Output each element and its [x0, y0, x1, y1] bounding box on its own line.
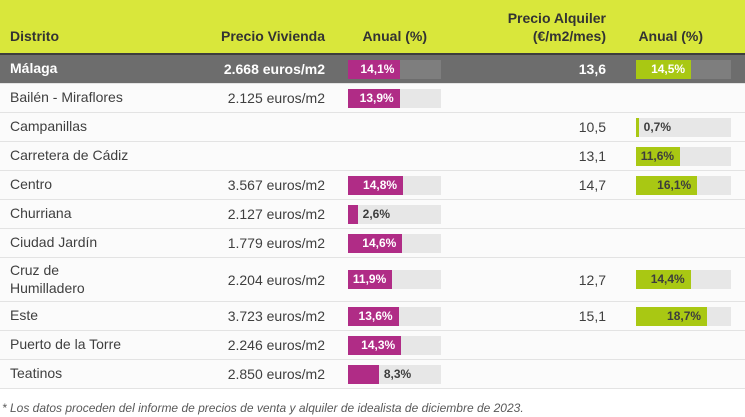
housing-price-value: 2.668 euros/m2: [223, 61, 325, 77]
housing-annual-bar-track: 11,9%: [348, 270, 441, 289]
rent-annual-bar: 11,6%: [636, 146, 681, 166]
housing-annual-bar-track: 14,6%: [348, 233, 441, 253]
housing-annual-bar: 14,3%: [348, 335, 402, 355]
bar-value-label: 11,9%: [352, 272, 387, 286]
housing-price-value: 2.246 euros/m2: [227, 337, 325, 353]
column-header-housing-price: Precio Vivienda: [220, 27, 325, 44]
rent-annual-bar: 16,1%: [636, 175, 698, 195]
bar-value-label: 2,6%: [362, 206, 391, 221]
bar-value-label: 14,3%: [361, 337, 396, 352]
housing-price-value: 2.204 euros/m2: [227, 271, 325, 288]
rent-price-value: 15,1: [578, 308, 606, 324]
table-row: Churriana 2.127 euros/m2 2,6%: [0, 200, 745, 229]
district-name: Ciudad Jardín: [10, 234, 98, 251]
table-row: Puerto de la Torre 2.246 euros/m2 14,3%: [0, 331, 745, 360]
bar-value-label: 14,8%: [363, 177, 398, 192]
column-header-housing-annual: Anual (%): [362, 27, 427, 44]
housing-annual-bar-track: 14,8%: [348, 175, 441, 195]
column-header-rent-price: Precio Alquiler (€/m2/mes): [507, 9, 606, 44]
table-body: Málaga 2.668 euros/m2 14,1% 13,6 14,5% B…: [0, 55, 745, 389]
housing-price-value: 2.850 euros/m2: [227, 366, 325, 382]
bar-value-label: 13,6%: [358, 308, 393, 323]
district-name: Puerto de la Torre: [10, 336, 122, 353]
bar-value-label: 8,3%: [383, 366, 412, 381]
housing-price-value: 3.567 euros/m2: [227, 177, 325, 193]
housing-price-value: 1.779 euros/m2: [227, 235, 325, 251]
housing-price-value: 3.723 euros/m2: [227, 308, 325, 324]
rent-annual-bar-track: 0,7%: [636, 117, 731, 137]
housing-annual-bar-track: 14,3%: [348, 335, 441, 355]
housing-annual-bar-track: 14,1%: [348, 59, 441, 79]
table-row: Cruz de Humilladero 2.204 euros/m2 11,9%…: [0, 258, 745, 302]
bar-value-label: 16,1%: [657, 177, 692, 192]
housing-annual-bar: 14,6%: [348, 233, 403, 253]
price-table: Distrito Precio Vivienda Anual (%) Preci…: [0, 0, 745, 389]
housing-annual-bar-track: 13,9%: [348, 88, 441, 108]
housing-annual-bar: 14,1%: [348, 59, 401, 79]
bar-value-label: 13,9%: [359, 90, 394, 105]
rent-annual-bar-track: 18,7%: [636, 306, 731, 326]
rent-annual-bar: 18,7%: [636, 306, 708, 326]
district-name: Teatinos: [10, 365, 63, 382]
rent-price-value: 14,7: [578, 177, 606, 193]
table-row: Teatinos 2.850 euros/m2 8,3%: [0, 360, 745, 389]
rent-annual-bar: 14,5%: [636, 59, 692, 79]
source-footnote: * Los datos proceden del informe de prec…: [2, 401, 524, 415]
bar-value-label: 18,7%: [667, 308, 702, 323]
column-header-rent-annual: Anual (%): [638, 27, 703, 44]
housing-annual-bar: 11,9%: [348, 270, 393, 289]
district-name: Churriana: [10, 205, 72, 222]
housing-annual-bar: [348, 204, 358, 224]
rent-price-value: 13,6: [578, 61, 606, 77]
rent-price-value: 13,1: [578, 148, 606, 164]
table-row: Centro 3.567 euros/m2 14,8% 14,7 16,1%: [0, 171, 745, 200]
table-header-row: Distrito Precio Vivienda Anual (%) Preci…: [0, 0, 745, 55]
housing-annual-bar: 14,8%: [348, 175, 404, 195]
table-row: Campanillas 10,5 0,7%: [0, 113, 745, 142]
housing-price-value: 2.125 euros/m2: [227, 90, 325, 106]
table-row: Ciudad Jardín 1.779 euros/m2 14,6%: [0, 229, 745, 258]
district-name: Carretera de Cádiz: [10, 147, 129, 164]
bar-value-label: 11,6%: [640, 148, 675, 163]
table-row: Este 3.723 euros/m2 13,6% 15,1 18,7%: [0, 302, 745, 331]
housing-annual-bar: 13,6%: [348, 306, 399, 326]
rent-annual-bar-track: 16,1%: [636, 175, 731, 195]
column-header-district: Distrito: [10, 27, 59, 44]
housing-annual-bar: 13,9%: [348, 88, 400, 108]
district-name: Cruz de Humilladero: [10, 262, 85, 296]
district-name: Este: [10, 307, 39, 324]
bar-value-label: 0,7%: [643, 119, 672, 134]
rent-annual-bar-track: 11,6%: [636, 146, 731, 166]
district-name: Campanillas: [10, 118, 88, 135]
housing-annual-bar: [348, 364, 379, 384]
rent-annual-bar: [636, 117, 639, 137]
housing-annual-bar-track: 8,3%: [348, 364, 441, 384]
district-name: Málaga: [10, 60, 58, 77]
bar-value-label: 14,6%: [362, 235, 397, 250]
rent-annual-bar-track: 14,5%: [636, 59, 731, 79]
bar-value-label: 14,4%: [650, 272, 685, 286]
housing-annual-bar-track: 13,6%: [348, 306, 441, 326]
table-row: Carretera de Cádiz 13,1 11,6%: [0, 142, 745, 171]
table-row: Málaga 2.668 euros/m2 14,1% 13,6 14,5%: [0, 55, 745, 84]
housing-annual-bar-track: 2,6%: [348, 204, 441, 224]
bar-value-label: 14,1%: [360, 61, 395, 76]
rent-annual-bar-track: 14,4%: [636, 270, 731, 289]
table-row: Bailén - Miraflores 2.125 euros/m2 13,9%: [0, 84, 745, 113]
bar-value-label: 14,5%: [651, 61, 686, 76]
housing-price-value: 2.127 euros/m2: [227, 206, 325, 222]
rent-annual-bar: 14,4%: [636, 270, 691, 289]
district-name: Centro: [10, 176, 53, 193]
rent-price-value: 12,7: [578, 271, 606, 288]
district-name: Bailén - Miraflores: [10, 89, 123, 106]
rent-price-value: 10,5: [578, 119, 606, 135]
